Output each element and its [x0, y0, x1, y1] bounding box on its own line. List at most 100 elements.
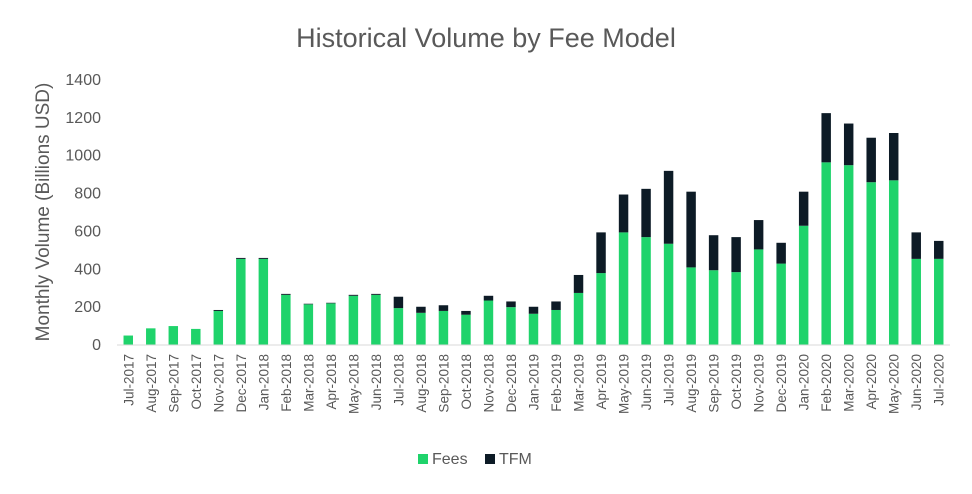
bar-tfm-nov-2017 [213, 309, 224, 311]
x-tick-label: Nov-2018 [481, 354, 496, 413]
bar-fees-nov-2019 [753, 249, 764, 345]
bar-fees-may-2018 [348, 295, 359, 345]
y-axis-label: Monthly Volume (Billions USD) [33, 83, 54, 342]
bar-tfm-dec-2018 [506, 301, 516, 308]
y-tick-label: 800 [74, 186, 101, 203]
bar-tfm-oct-2019 [731, 237, 741, 273]
bar-tfm-feb-2018 [281, 293, 291, 295]
y-tick-label: 0 [92, 337, 101, 354]
legend-label-tfm: TFM [499, 451, 532, 468]
y-tick-label: 1400 [65, 72, 101, 89]
x-tick-label: Jul-2020 [932, 354, 947, 406]
bars [123, 113, 944, 346]
x-tick-label: Aug-2019 [684, 354, 699, 413]
bar-fees-apr-2019 [596, 273, 606, 345]
bar-fees-dec-2017 [236, 258, 246, 346]
bar-fees-apr-2020 [866, 182, 876, 345]
x-tick-label: Dec-2017 [234, 354, 249, 413]
bar-fees-dec-2019 [776, 263, 786, 345]
bar-tfm-nov-2018 [483, 295, 494, 301]
bar-tfm-apr-2019 [596, 232, 606, 274]
bar-fees-jan-2018 [258, 258, 269, 346]
bar-fees-jul-2020 [934, 258, 944, 346]
x-tick-label: Sep-2017 [166, 354, 181, 413]
x-axis-ticks: Jul-2017 Aug-2017 Sep-2017 Oct-2017 Nov-2017… [121, 354, 946, 414]
x-tick-label: Sep-2019 [707, 354, 722, 413]
x-tick-label: Apr-2019 [594, 354, 609, 410]
x-tick-label: May-2020 [887, 354, 902, 414]
y-tick-label: 600 [74, 223, 101, 240]
x-tick-label: Dec-2019 [774, 354, 789, 413]
bar-fees-nov-2017 [213, 310, 224, 345]
bar-fees-mar-2019 [573, 292, 584, 345]
bar-fees-mar-2018 [303, 304, 314, 345]
bar-tfm-sep-2018 [438, 305, 449, 311]
x-tick-label: Aug-2017 [144, 354, 159, 413]
bar-tfm-jun-2020 [911, 232, 921, 259]
bar-fees-oct-2019 [731, 272, 741, 346]
bar-tfm-apr-2020 [866, 137, 876, 183]
bar-tfm-jan-2020 [798, 191, 809, 226]
x-tick-label: Nov-2017 [211, 354, 226, 413]
x-tick-label: Jul-2019 [662, 354, 677, 406]
bar-tfm-oct-2018 [461, 310, 471, 315]
y-tick-label: 400 [74, 261, 101, 278]
bar-tfm-jun-2019 [641, 188, 651, 238]
x-tick-label: Jan-2018 [256, 354, 271, 410]
x-tick-label: Feb-2020 [819, 354, 834, 412]
x-tick-label: Dec-2018 [504, 354, 519, 413]
bar-tfm-apr-2018 [326, 302, 336, 304]
bar-tfm-feb-2019 [551, 301, 561, 310]
x-tick-label: Oct-2017 [189, 354, 204, 410]
bar-fees-jul-2019 [663, 243, 674, 345]
bar-fees-jan-2020 [798, 225, 809, 345]
bar-fees-jun-2018 [371, 294, 381, 345]
x-tick-label: Jun-2019 [639, 354, 654, 410]
bar-tfm-dec-2017 [236, 257, 246, 259]
chart-title: Historical Volume by Fee Model [296, 23, 676, 53]
legend-swatch-fees [418, 454, 428, 464]
x-tick-label: Nov-2019 [752, 354, 767, 413]
x-tick-label: Mar-2019 [572, 354, 587, 412]
bar-tfm-jan-2019 [528, 306, 539, 314]
bar-tfm-jan-2018 [258, 257, 269, 259]
bar-fees-jul-2018 [393, 308, 404, 345]
x-tick-label: Jan-2019 [527, 354, 542, 410]
bar-fees-jul-2017 [123, 335, 133, 345]
bar-fees-may-2019 [618, 232, 629, 346]
bar-fees-sep-2018 [438, 310, 449, 345]
x-tick-label: Apr-2018 [324, 354, 339, 410]
legend-label-fees: Fees [432, 451, 468, 468]
bar-tfm-mar-2019 [573, 274, 584, 293]
bar-fees-feb-2020 [821, 162, 831, 345]
bar-tfm-nov-2019 [753, 220, 764, 250]
x-tick-label: Apr-2020 [864, 354, 879, 410]
legend: Fees TFM [418, 451, 532, 468]
bar-fees-feb-2018 [281, 294, 291, 345]
x-tick-label: Jul-2018 [391, 354, 406, 406]
x-tick-label: Oct-2018 [459, 354, 474, 410]
bar-tfm-mar-2018 [303, 303, 314, 305]
bar-fees-aug-2017 [146, 328, 156, 345]
bar-tfm-may-2019 [618, 194, 629, 233]
bar-fees-aug-2019 [686, 267, 696, 345]
x-tick-label: Jan-2020 [797, 354, 812, 410]
x-tick-label: Oct-2019 [729, 354, 744, 410]
bar-tfm-may-2020 [888, 133, 899, 181]
bar-tfm-feb-2020 [821, 113, 831, 163]
bar-fees-jun-2019 [641, 237, 651, 345]
y-axis-ticks: 0 200 400 600 800 1000 1200 1400 [65, 72, 101, 354]
y-tick-label: 200 [74, 299, 101, 316]
bar-fees-dec-2018 [506, 307, 516, 345]
x-tick-label: Feb-2019 [549, 354, 564, 412]
bar-tfm-aug-2018 [416, 306, 426, 313]
y-tick-label: 1000 [65, 148, 101, 165]
bar-fees-oct-2017 [191, 328, 201, 345]
bar-fees-sep-2017 [168, 326, 179, 345]
bar-tfm-aug-2019 [686, 191, 696, 268]
bar-fees-aug-2018 [416, 312, 426, 345]
x-tick-label: May-2019 [617, 354, 632, 414]
bar-tfm-may-2018 [348, 294, 359, 296]
bar-fees-feb-2019 [551, 309, 561, 345]
